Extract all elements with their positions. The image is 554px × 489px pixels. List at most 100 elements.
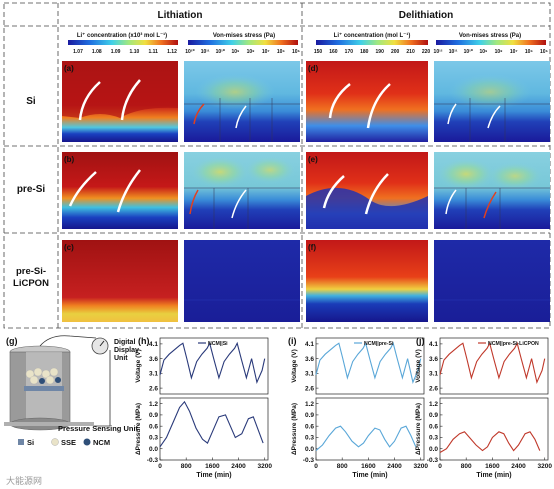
legend-label-ncm: NCM [93, 438, 110, 447]
colorbar-tick-label: 10⁸ [495, 49, 504, 55]
pressure-plot: 1.2 0.9 0.6 0.3 0.0 -0.3 ΔPressure (MPa) 0 800 16… [415, 397, 552, 479]
y-axis-label: Voltage (V) [415, 349, 422, 382]
y-tick-label: 3.6 [429, 356, 438, 363]
panel-label-f: (f) [308, 243, 316, 252]
y-axis-label: Voltage (V) [291, 349, 298, 382]
watermark: 大能源网 [6, 475, 42, 486]
colorbar-ticks: 150 160 170 180 190 200 210 220 [314, 49, 431, 55]
crack-mark [116, 169, 141, 213]
panel-label-b: (b) [64, 155, 75, 164]
crack-mark [328, 83, 351, 119]
voltage-plot: 4.1 3.6 3.1 2.6 Voltage (V) NCM||pre-Si-LiCPO… [415, 337, 549, 395]
colorbar-tick-label: 1.10 [130, 49, 140, 55]
plot-frame [159, 337, 269, 395]
crack-mark [364, 173, 389, 215]
panel-e-concentration-map: (e) [306, 152, 428, 229]
plot-frame [315, 397, 425, 461]
panel-label: (i) [288, 336, 297, 346]
pressure-plot: 1.2 0.9 0.6 0.3 0.0 -0.3 ΔPressure (MPa) 0 800 16… [135, 397, 272, 479]
crack-mark [366, 83, 391, 129]
y-tick-label: 0.0 [149, 446, 158, 453]
colorbar-tick-label: 10¹⁰ [185, 49, 194, 55]
y-tick-label: 1.2 [149, 401, 158, 408]
voltage-series-line [159, 341, 266, 384]
chart-h: (h) 4.1 3.6 3.1 2.6 Voltage (V) NCM||Si 1.2 0.9 0… [135, 336, 272, 479]
colorbar-li-delithiation: Li⁺ concentration (mol L⁻¹) 150 160 170 180… [314, 32, 431, 55]
display-unit-label-line: Unit [114, 355, 128, 362]
panel-label: (j) [416, 336, 425, 346]
panel-c-concentration-map: (c) [62, 240, 178, 322]
colorbar-tick-label: 1.09 [111, 49, 121, 55]
panel-label-d: (d) [308, 64, 319, 73]
colorbar-tick-label: 10¹⁰ [464, 49, 473, 55]
y-tick-label: -0.3 [147, 457, 159, 464]
voltage-plot: 4.1 3.6 3.1 2.6 Voltage (V) NCM||Si [135, 337, 269, 395]
panel-b-stress-map [184, 152, 300, 229]
y-tick-label: 0.3 [305, 435, 314, 442]
y-tick-label: 4.1 [429, 341, 438, 348]
colorbar-tick-label: 10⁵ [540, 49, 549, 55]
colorbar-tick-label: 180 [360, 49, 369, 55]
crack-mark [322, 175, 345, 209]
colorbar-tick-label: 10⁶ [525, 49, 533, 55]
colorbar-gradient [436, 40, 546, 45]
chart-i: (i) 4.1 3.6 3.1 2.6 Voltage (V) NCM||pre-Si 1.2… [288, 336, 428, 479]
colorbar-tick-label: 10⁷ [510, 49, 518, 55]
x-tick-label: 3200 [257, 463, 272, 470]
particle-layer [24, 367, 64, 391]
colorbar-tick-label: 1.11 [148, 49, 158, 55]
x-axis-label: Time (min) [352, 472, 387, 479]
legend-swatch-si [18, 439, 24, 445]
pressure-cell-schematic: (g) Digital Display Unit Pressure Sensing … [4, 335, 139, 447]
y-tick-label: 0.0 [429, 446, 438, 453]
colorbar-tick-label: 10¹⁰ [216, 49, 225, 55]
panel-a-concentration-map: (a) [62, 61, 178, 142]
legend-label: NCM||Si [208, 341, 228, 347]
colorbar-tick-label: 10⁷ [262, 49, 270, 55]
colorbar-tick-label: 160 [329, 49, 338, 55]
x-tick-label: 3200 [413, 463, 428, 470]
y-tick-label: 1.2 [429, 401, 438, 408]
pressure-series-line [315, 425, 417, 452]
y-tick-label: 2.6 [305, 385, 314, 392]
y-tick-label: 1.2 [305, 401, 314, 408]
colorbar-stress-delithiation: Von-mises stress (Pa) 10¹² 10¹¹ 10¹⁰ 10⁹ 10⁸… [434, 33, 549, 55]
colorbar-tick-label: 10⁹ [479, 49, 488, 55]
colorbar-tick-label: 150 [314, 49, 323, 55]
y-tick-label: -0.3 [427, 457, 439, 464]
schematic-legend: Si SSE NCM [18, 438, 110, 447]
y-axis-label: Voltage (V) [135, 349, 142, 382]
legend-label: NCM||pre-Si [364, 341, 394, 347]
x-tick-label: 2400 [231, 463, 246, 470]
colorbar-tick-label: 10¹¹ [449, 49, 458, 55]
y-axis-label: ΔPressure (MPa) [135, 403, 142, 455]
x-tick-label: 0 [158, 463, 162, 470]
x-tick-label: 2400 [511, 463, 526, 470]
header-delithiation: Delithiation [399, 10, 453, 21]
plot-frame [439, 397, 549, 461]
y-tick-label: -0.3 [303, 457, 315, 464]
panel-b-concentration-map: (b) [62, 152, 178, 229]
crack-mark [78, 81, 101, 121]
panel-label-e: (e) [308, 155, 318, 164]
panel-label-g: (g) [6, 336, 18, 346]
row-label-pre-si-licpon: pre-Si-LiCPON [13, 266, 49, 289]
x-tick-label: 800 [461, 463, 472, 470]
colorbar-tick-label: 10⁵ [292, 49, 301, 55]
legend-label-si: Si [27, 438, 34, 447]
panel-a-stress-map [184, 61, 300, 142]
colorbar-tick-label: 1.12 [167, 49, 177, 55]
display-unit-label-line: Display [114, 347, 139, 354]
x-tick-label: 3200 [537, 463, 552, 470]
legend-label: NCM||pre-Si-LiCPON [488, 341, 539, 347]
x-tick-label: 800 [337, 463, 348, 470]
chart-j: (j) 4.1 3.6 3.1 2.6 Voltage (V) NCM||pre-Si-Li… [415, 336, 552, 479]
colorbar-tick-label: 1.07 [73, 49, 83, 55]
colorbar-label: Von-mises stress (Pa) [213, 33, 275, 39]
colorbar-tick-label: 1.08 [92, 49, 102, 55]
crack-mark [68, 171, 97, 207]
y-tick-label: 3.6 [305, 356, 314, 363]
colorbar-tick-label: 170 [345, 49, 354, 55]
